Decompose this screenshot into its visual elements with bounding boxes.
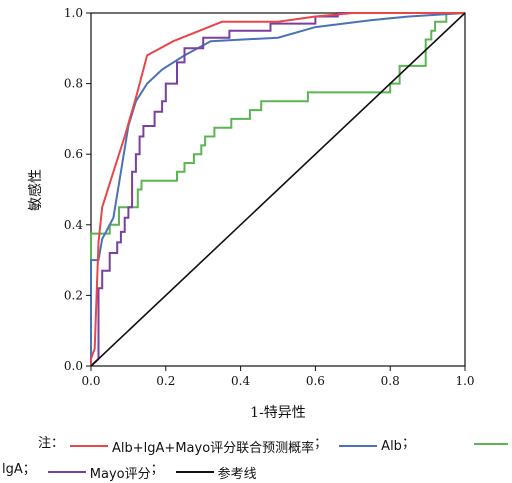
x-tick-label: 0.8 bbox=[381, 374, 400, 388]
y-tick-label: 1.0 bbox=[64, 6, 83, 20]
legend-line-1: 注： Alb+lgA+Mayo评分联合预测概率； Alb； bbox=[38, 432, 415, 456]
legend-label-reference: 参考线 bbox=[217, 466, 257, 482]
legend-prefix: 注： bbox=[38, 436, 65, 451]
x-tick-label: 0.4 bbox=[231, 374, 250, 388]
y-tick-label: 0.4 bbox=[64, 218, 83, 232]
y-tick-label: 0.2 bbox=[64, 288, 83, 302]
legend-item-mayo: Mayo评分 bbox=[42, 463, 151, 482]
legend-label-iga: lgA bbox=[2, 462, 23, 477]
reference-line bbox=[90, 12, 466, 367]
legend-line-2: lgA； Mayo评分；参考线 bbox=[2, 458, 257, 482]
legend-swatch-alb bbox=[339, 445, 378, 447]
roc-chart: 0.0 0.2 0.4 0.6 0.8 1.0 0.0 0.2 0.4 0.6 0.8 1.0 1-特… bbox=[27, 6, 475, 420]
legend-label-alb: Alb bbox=[381, 438, 402, 454]
series-line-combined bbox=[90, 12, 465, 366]
series-line-iga bbox=[90, 12, 465, 366]
legend-item-reference: 参考线 bbox=[170, 463, 257, 482]
series-line-mayo bbox=[90, 12, 465, 367]
x-tick-label: 0.2 bbox=[156, 374, 175, 388]
legend-swatch-reference bbox=[175, 471, 214, 473]
legend-item-alb: Alb bbox=[333, 439, 402, 454]
legend-separator: ； bbox=[22, 462, 36, 477]
x-tick-label: 0.6 bbox=[306, 374, 325, 388]
series-line-alb bbox=[90, 12, 466, 366]
y-axis-title: 敏感性 bbox=[27, 169, 44, 211]
y-tick-label: 0.6 bbox=[64, 147, 83, 161]
legend-swatch-mayo bbox=[47, 471, 86, 473]
legend-separator: ； bbox=[314, 436, 328, 451]
y-tick-label: 0.0 bbox=[64, 359, 83, 373]
x-tick-label: 0.0 bbox=[81, 374, 100, 388]
y-tick-label: 0.8 bbox=[64, 77, 83, 91]
legend-label-combined: Alb+lgA+Mayo评分联合预测概率 bbox=[112, 440, 315, 456]
plot-frame bbox=[90, 12, 466, 367]
series-layer bbox=[90, 12, 466, 367]
legend-item-combined: Alb+lgA+Mayo评分联合预测概率 bbox=[64, 437, 314, 456]
legend-swatch-combined bbox=[70, 445, 109, 447]
legend-separator: ； bbox=[150, 462, 164, 477]
legend-swatch-iga bbox=[474, 443, 508, 445]
x-axis-title: 1-特异性 bbox=[250, 405, 306, 420]
legend-label-mayo: Mayo评分 bbox=[89, 466, 151, 482]
legend-separator: ； bbox=[401, 436, 415, 451]
x-tick-label: 1.0 bbox=[455, 374, 474, 388]
tick-layer: 0.0 0.2 0.4 0.6 0.8 1.0 0.0 0.2 0.4 0.6 0.8 1.0 bbox=[64, 6, 475, 388]
legend: 注： Alb+lgA+Mayo评分联合预测概率； Alb； lgA； Mayo评分；参… bbox=[0, 424, 512, 483]
